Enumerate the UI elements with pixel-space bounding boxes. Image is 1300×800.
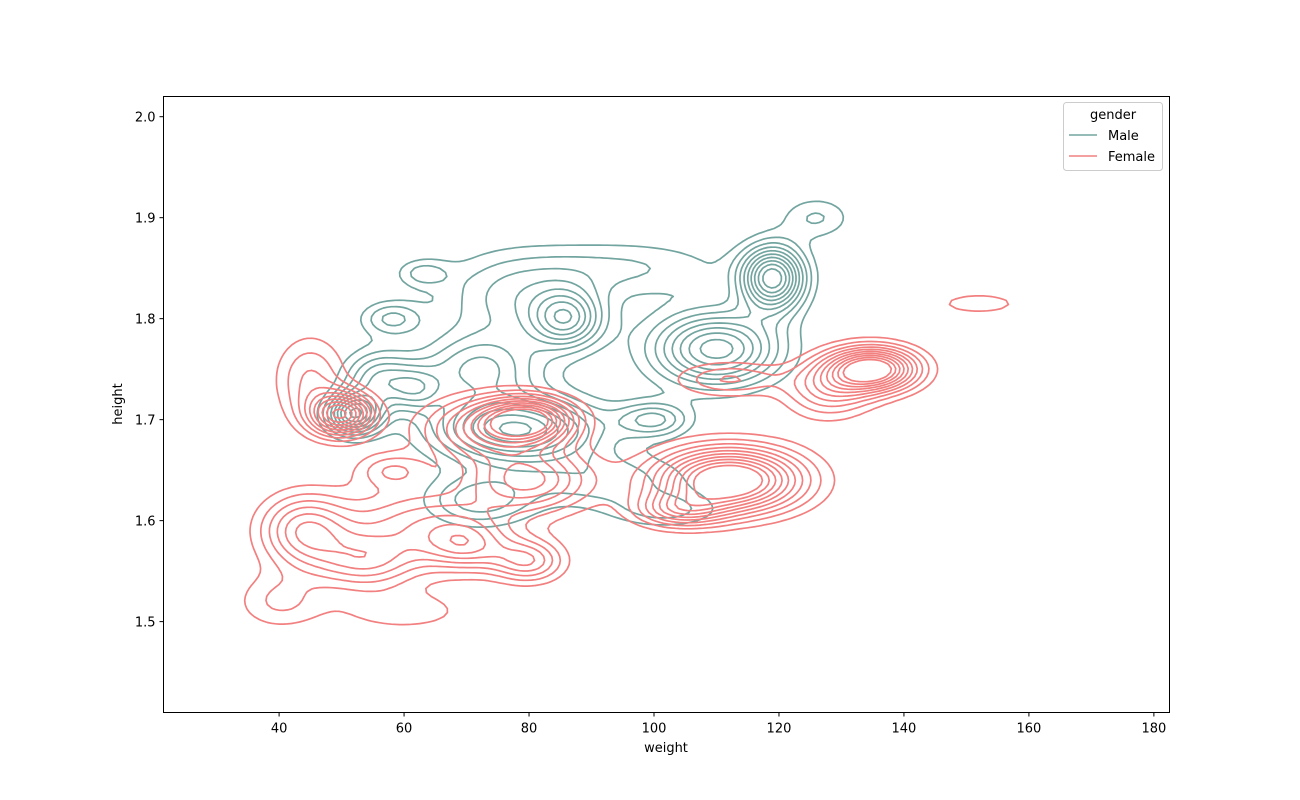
- legend-label-male: Male: [1108, 129, 1139, 144]
- contour-layer: [243, 200, 1010, 626]
- x-tick-label: 80: [521, 722, 538, 737]
- x-tick-label: 40: [271, 722, 288, 737]
- female-contour-level-3: [268, 343, 924, 584]
- x-tick-label: 180: [1141, 722, 1166, 737]
- y-tick-label: 1.9: [135, 212, 156, 227]
- legend-box: [1063, 102, 1163, 171]
- x-tick-label: 140: [892, 722, 917, 737]
- x-tick-label: 60: [396, 722, 413, 737]
- y-axis-label: height: [111, 383, 126, 424]
- y-tick-label: 1.7: [135, 414, 156, 429]
- y-tick-label: 2.0: [135, 111, 156, 126]
- female-contour-level-9: [325, 356, 897, 507]
- x-tick-label: 120: [767, 722, 792, 737]
- female-contour-level-7: [317, 352, 905, 546]
- female-contour-level-5: [284, 348, 914, 570]
- female-contour-level-6: [294, 350, 910, 558]
- female-contour-level-1: [243, 294, 1010, 626]
- female-contour-level-4: [276, 346, 919, 577]
- x-tick-label: 100: [642, 722, 667, 737]
- male-contour-level-1: [316, 200, 845, 528]
- y-axis-ticks: 1.5 1.6 1.7 1.8 1.9 2.0: [135, 111, 164, 631]
- y-tick-label: 1.5: [135, 616, 156, 631]
- female-contour-level-10: [331, 358, 893, 500]
- male-contour-level-3: [326, 242, 808, 513]
- female-contour-level-8: [321, 354, 901, 512]
- male-contour-level-10: [762, 267, 783, 289]
- legend: gender Male Female: [1063, 102, 1163, 171]
- female-contour-level-2: [259, 340, 930, 612]
- male-contour-level-9: [349, 263, 787, 437]
- y-tick-label: 1.8: [135, 313, 156, 328]
- x-axis-ticks: 40 60 80 100 120 140 160 180: [271, 712, 1166, 737]
- x-axis-label: weight: [644, 741, 688, 756]
- legend-label-female: Female: [1108, 150, 1155, 165]
- y-tick-label: 1.6: [135, 515, 156, 530]
- legend-title: gender: [1090, 108, 1137, 123]
- x-tick-label: 160: [1016, 722, 1041, 737]
- plot-frame: [163, 96, 1170, 713]
